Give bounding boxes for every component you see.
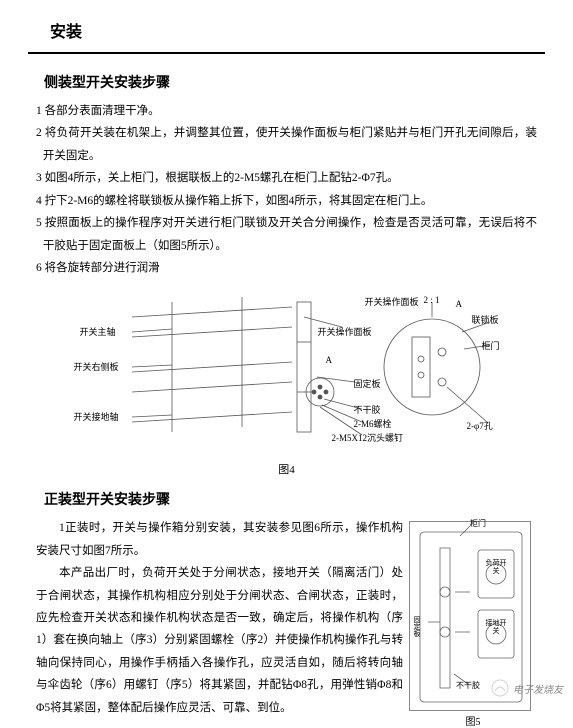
fig4-label-phi7: 2-φ7孔 [467,419,493,432]
section1-title: 侧装型开关安装步骤 [44,72,537,92]
section2-para1: 1正装时，开关与操作箱分别安装，其安装参见图6所示，操作机构安装尺寸如图7所示。 [36,517,403,562]
fig4-label-op-panel: 开关操作面板 [318,325,372,338]
figure5-caption: 图5 [409,713,537,728]
fig5-label-fix: 固定板 [412,616,422,637]
watermark: 电子发烧友 [491,679,563,697]
fig4-label-op-panel2: 开关操作面板 [365,295,419,308]
fig4-label-main-shaft: 开关主轴 [80,325,116,338]
fig4-label-scale: 2 : 1 [424,295,440,305]
fig4-label-a2: A [456,299,463,309]
fig4-label-sticker: 不干胶 [354,403,381,416]
fig4-label-m5x12: 2-M5X12沉头螺钉 [332,431,404,444]
content: 侧装型开关安装步骤 1 各部分表面清理干净。 2 将负荷开关装在机架上，并调整其… [0,54,573,728]
section2-text: 1正装时，开关与操作箱分别安装，其安装参见图6所示，操作机构安装尺寸如图7所示。… [36,517,403,728]
figure4-diagram: 开关主轴 开关右侧板 开关接地轴 开关操作面板 固定板 不干胶 2-M6螺栓 2… [62,287,512,457]
fig4-label-right-plate: 开关右侧板 [74,360,119,373]
figure4-svg [62,287,512,457]
step-3: 3 如图4所示，关上柜门，根据联板上的2-M5螺孔在柜门上配钻2-Φ7孔。 [36,167,537,189]
fig4-label-ground-shaft: 开关接地轴 [74,410,119,423]
fig4-label-door: 柜门 [482,339,500,352]
step-5: 5 按照面板上的操作程序对开关进行柜门联锁及开关合分闸操作，检查是否灵活可靠，无… [36,212,537,257]
watermark-icon [491,679,509,697]
section2-title: 正装型开关安装步骤 [44,489,537,509]
fig4-label-interlock: 联锁板 [472,313,499,326]
fig4-label-m6: 2-M6螺栓 [354,417,392,430]
page-header: 安装 [0,0,573,42]
fig5-label-door: 柜门 [470,518,486,529]
step-2: 2 将负荷开关装在机架上，并调整其位置，使开关操作面板与柜门紧贴并与柜门开孔无间… [36,122,537,167]
watermark-text: 电子发烧友 [513,681,563,696]
fig4-label-fix-plate: 固定板 [354,377,381,390]
fig5-label-ground: 接地开关 [484,620,508,635]
fig5-label-load: 负荷开关 [484,560,508,575]
section2-body: 1正装时，开关与操作箱分别安装，其安装参见图6所示，操作机构安装尺寸如图7所示。… [36,517,537,728]
fig4-label-a1: A [326,355,333,365]
section2-para2: 本产品出厂时，负荷开关处于分闸状态，接地开关（隔离活门）处于合闸状态，其操作机构… [36,562,403,719]
fig5-label-sticker: 不干胶 [456,680,480,691]
step-4: 4 拧下2-M6的螺栓将联锁板从操作箱上拆下，如图4所示，将其固定在柜门上。 [36,190,537,212]
figure4-caption: 图4 [36,461,537,477]
figure5-block: 柜门 固定板 不干胶 负荷开关 接地开关 图5 [409,521,537,728]
step-1: 1 各部分表面清理干净。 [36,100,537,122]
step-6: 6 将各旋转部分进行润滑 [36,257,537,279]
figure4-block: 开关主轴 开关右侧板 开关接地轴 开关操作面板 固定板 不干胶 2-M6螺栓 2… [36,287,537,477]
page-title: 安装 [50,18,573,42]
